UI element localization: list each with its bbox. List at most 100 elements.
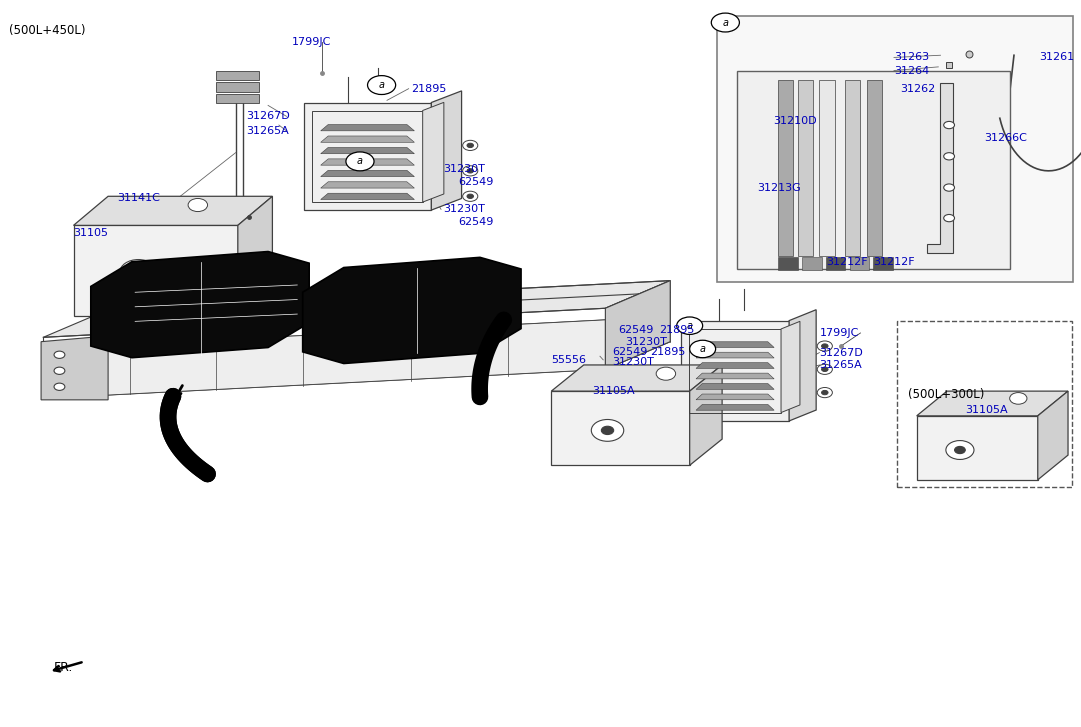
Polygon shape	[897, 321, 1072, 487]
Polygon shape	[321, 159, 414, 165]
Polygon shape	[1038, 391, 1068, 480]
Polygon shape	[696, 352, 774, 358]
Polygon shape	[696, 404, 774, 410]
Text: 62549: 62549	[458, 177, 494, 187]
Text: 31212F: 31212F	[826, 257, 868, 267]
Polygon shape	[238, 196, 272, 316]
Text: 31141C: 31141C	[117, 193, 160, 203]
Polygon shape	[696, 384, 774, 390]
Polygon shape	[789, 310, 816, 421]
Text: 31230T: 31230T	[443, 204, 485, 214]
Text: 55556: 55556	[551, 355, 586, 365]
Polygon shape	[74, 196, 272, 225]
Text: 31265A: 31265A	[246, 126, 290, 136]
Text: 31105A: 31105A	[592, 386, 635, 396]
Text: 31267D: 31267D	[819, 348, 863, 358]
Text: 62549: 62549	[458, 217, 494, 228]
Polygon shape	[423, 103, 444, 202]
Text: a: a	[378, 80, 385, 90]
Polygon shape	[216, 82, 259, 92]
Circle shape	[817, 341, 832, 351]
Text: 31230T: 31230T	[612, 357, 654, 367]
Circle shape	[677, 317, 703, 334]
Circle shape	[822, 367, 828, 371]
Polygon shape	[321, 182, 414, 188]
Polygon shape	[778, 257, 798, 270]
Text: 31262: 31262	[900, 84, 936, 94]
Text: 31261: 31261	[1039, 52, 1073, 63]
Text: 31263: 31263	[894, 52, 929, 63]
Text: 21895: 21895	[659, 325, 695, 335]
Polygon shape	[780, 321, 800, 413]
Text: a: a	[686, 321, 693, 331]
Text: 31266C: 31266C	[984, 133, 1027, 143]
Polygon shape	[91, 252, 309, 358]
Polygon shape	[696, 373, 774, 379]
Polygon shape	[917, 416, 1038, 480]
Text: 31230T: 31230T	[443, 164, 485, 174]
Polygon shape	[304, 103, 431, 210]
Circle shape	[188, 198, 208, 212]
Polygon shape	[917, 391, 1068, 416]
Text: a: a	[699, 344, 706, 354]
Polygon shape	[321, 170, 414, 177]
Text: 62549: 62549	[612, 347, 648, 357]
Polygon shape	[321, 148, 414, 153]
Polygon shape	[873, 257, 893, 270]
Circle shape	[944, 184, 955, 191]
Circle shape	[1010, 393, 1027, 404]
Polygon shape	[850, 257, 869, 270]
Text: (500L+450L): (500L+450L)	[9, 24, 85, 37]
Text: 1799JC: 1799JC	[292, 37, 331, 47]
Text: 62549: 62549	[618, 325, 654, 335]
Polygon shape	[696, 363, 774, 369]
Circle shape	[54, 383, 65, 390]
Polygon shape	[303, 257, 521, 364]
Circle shape	[463, 140, 478, 150]
Circle shape	[822, 390, 828, 395]
Circle shape	[944, 214, 955, 222]
Polygon shape	[826, 257, 845, 270]
Circle shape	[54, 351, 65, 358]
Text: 31230T: 31230T	[625, 337, 667, 347]
Text: a: a	[357, 156, 363, 166]
Polygon shape	[216, 71, 259, 80]
Circle shape	[946, 441, 974, 459]
Polygon shape	[867, 80, 882, 256]
Polygon shape	[798, 80, 813, 256]
Circle shape	[690, 340, 716, 358]
Polygon shape	[321, 124, 414, 131]
Circle shape	[463, 191, 478, 201]
Polygon shape	[681, 321, 789, 421]
Polygon shape	[802, 257, 822, 270]
Circle shape	[54, 367, 65, 374]
Polygon shape	[696, 394, 774, 400]
Circle shape	[591, 419, 624, 441]
Circle shape	[132, 268, 145, 276]
Text: 31105: 31105	[74, 228, 108, 238]
Text: 1799JC: 1799JC	[819, 328, 858, 338]
Text: 21895: 21895	[411, 84, 446, 94]
Circle shape	[656, 367, 676, 380]
Text: 31210D: 31210D	[773, 116, 816, 126]
Polygon shape	[551, 365, 722, 391]
Text: 31105A: 31105A	[965, 405, 1007, 415]
Polygon shape	[321, 193, 414, 199]
Polygon shape	[43, 281, 670, 337]
Circle shape	[944, 153, 955, 160]
Circle shape	[817, 387, 832, 398]
Circle shape	[368, 76, 396, 95]
Text: 31267D: 31267D	[246, 111, 290, 121]
Polygon shape	[845, 80, 860, 256]
Circle shape	[467, 194, 473, 198]
Circle shape	[463, 166, 478, 176]
Polygon shape	[778, 80, 793, 256]
Polygon shape	[431, 91, 462, 210]
Circle shape	[944, 121, 955, 129]
Polygon shape	[74, 225, 238, 316]
Circle shape	[817, 364, 832, 374]
Circle shape	[822, 344, 828, 348]
Polygon shape	[551, 391, 690, 465]
Circle shape	[467, 143, 473, 148]
Polygon shape	[321, 136, 414, 142]
